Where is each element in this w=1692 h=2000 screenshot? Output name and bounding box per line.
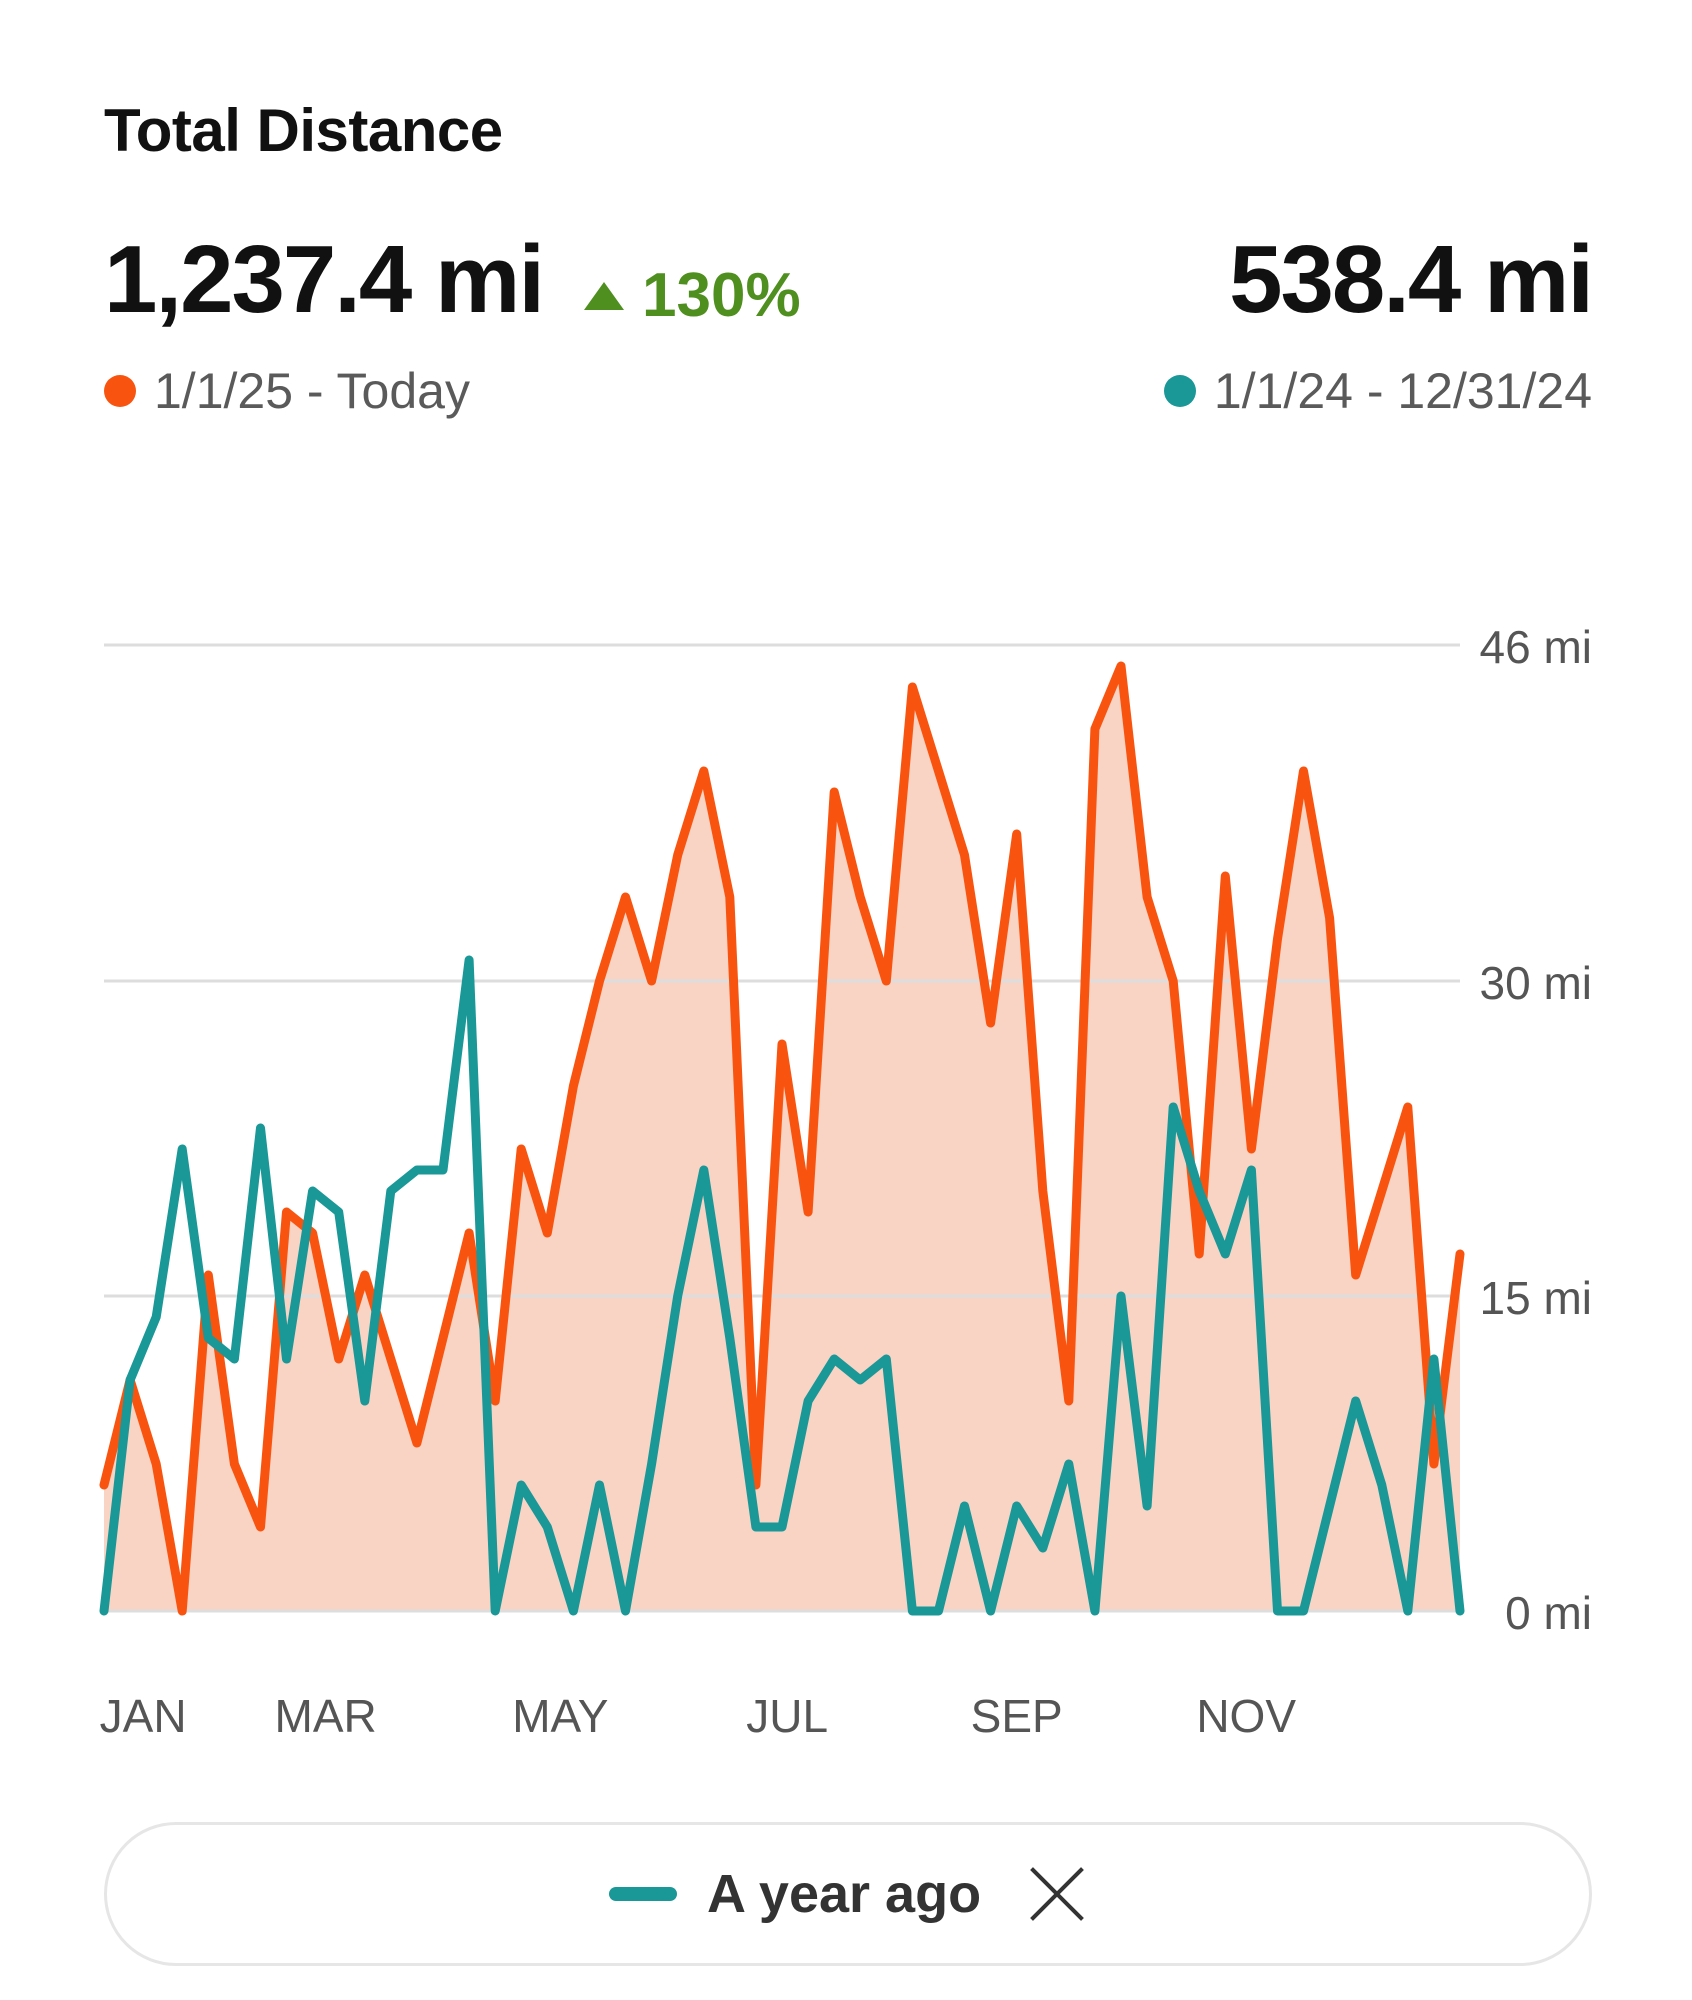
current-range: 1/1/25 - Today	[104, 362, 470, 420]
previous-total: 538.4 mi	[1229, 226, 1594, 333]
x-tick-label: JAN	[100, 1690, 187, 1742]
change-badge: 130%	[584, 260, 801, 331]
teal-line-swatch-icon	[608, 1887, 677, 1901]
previous-range: 1/1/24 - 12/31/24	[1163, 362, 1592, 420]
up-triangle-icon	[584, 281, 624, 310]
y-tick-label: 15 mi	[1480, 1272, 1592, 1324]
x-tick-label: MAY	[512, 1690, 608, 1742]
previous-range-label: 1/1/24 - 12/31/24	[1213, 363, 1592, 419]
chart-title: Total Distance	[104, 97, 503, 164]
x-tick-label: NOV	[1196, 1690, 1296, 1742]
series-line-1	[99, 955, 1465, 1616]
change-percent: 130%	[642, 261, 801, 330]
current-range-label: 1/1/25 - Today	[154, 363, 470, 419]
x-tick-label: JUL	[746, 1690, 828, 1742]
x-tick-label: SEP	[971, 1690, 1063, 1742]
close-icon[interactable]	[1027, 1864, 1087, 1924]
y-tick-label: 30 mi	[1480, 957, 1592, 1009]
previous-dot-icon	[1163, 375, 1196, 407]
y-tick-label: 0 mi	[1505, 1587, 1592, 1639]
comparison-label: A year ago	[706, 1864, 982, 1924]
x-tick-label: MAR	[275, 1690, 377, 1742]
comparison-toggle-button[interactable]: A year ago	[104, 1822, 1592, 1966]
distance-line-chart: 0 mi 15 mi 30 mi 46 mi JAN MAR MAY JUL SEP NOV	[99, 621, 1592, 1742]
current-dot-icon	[104, 375, 136, 407]
series-line-0	[99, 661, 1465, 1616]
series-area-0	[104, 666, 1460, 1611]
y-tick-label: 46 mi	[1480, 621, 1592, 673]
current-total: 1,237.4 mi	[104, 226, 545, 333]
